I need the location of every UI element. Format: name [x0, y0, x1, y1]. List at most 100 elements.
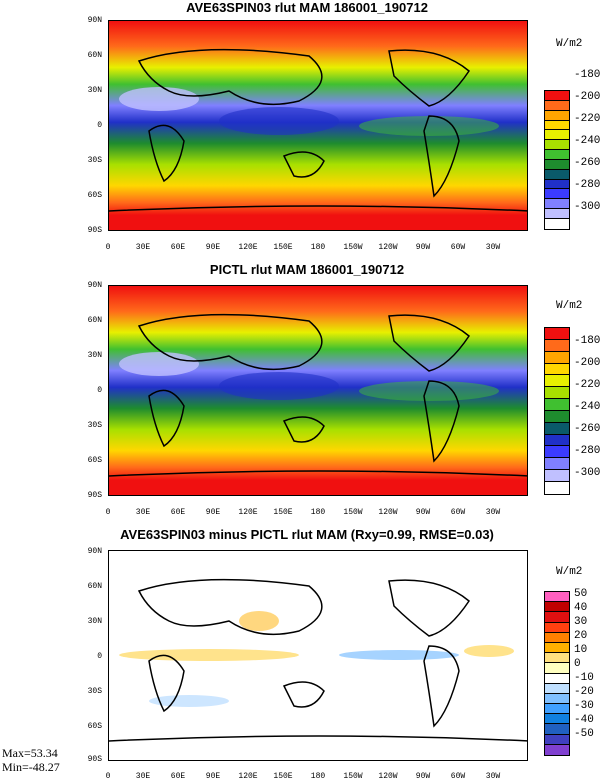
- colorbar-swatch: [545, 642, 569, 654]
- colorbar-swatch: [545, 724, 569, 735]
- lon-tick: 0: [105, 508, 111, 517]
- lon-tick: 90W: [415, 508, 431, 517]
- colorbar-swatch: [545, 399, 569, 411]
- panel-3-units: W/m2: [556, 566, 583, 578]
- lon-tick: 120W: [378, 772, 398, 781]
- lon-tick: 120W: [378, 508, 398, 517]
- panel-2-map: [108, 285, 528, 496]
- lon-tick: 150E: [273, 508, 293, 517]
- colorbar-swatch: [545, 159, 569, 170]
- panel-3-colorbar: [544, 591, 570, 756]
- colorbar-label: 10: [574, 644, 588, 656]
- lon-tick: 90W: [415, 243, 431, 252]
- colorbar-swatch: [545, 339, 569, 352]
- lat-tick: 60S: [87, 191, 102, 200]
- panel-3-map: [108, 550, 528, 761]
- colorbar-label: -180: [574, 69, 601, 81]
- lat-tick: 90N: [87, 16, 102, 25]
- colorbar-swatch: [545, 169, 569, 180]
- lon-tick: 30W: [485, 772, 501, 781]
- colorbar-swatch: [545, 714, 569, 725]
- panel-2-colorbar: [544, 327, 570, 495]
- colorbar-swatch: [545, 130, 569, 141]
- colorbar-swatch: [545, 744, 569, 755]
- lon-tick: 30E: [135, 772, 151, 781]
- colorbar-swatch: [545, 592, 569, 603]
- lon-tick: 60E: [170, 508, 186, 517]
- colorbar-label: -180: [574, 335, 601, 347]
- lon-tick: 120E: [238, 508, 258, 517]
- lon-tick: 90E: [205, 772, 221, 781]
- panel-1-colorbar: [544, 90, 570, 230]
- colorbar-label: -10: [574, 672, 594, 684]
- colorbar-swatch: [545, 363, 569, 376]
- lon-tick: 60E: [170, 772, 186, 781]
- lat-tick: 60N: [87, 582, 102, 591]
- colorbar-swatch: [545, 693, 569, 705]
- colorbar-swatch: [545, 683, 569, 694]
- colorbar-label: -300: [574, 467, 601, 479]
- lat-tick: 30S: [87, 687, 102, 696]
- colorbar-swatch: [545, 375, 569, 388]
- colorbar-swatch: [545, 150, 569, 160]
- colorbar-label: -240: [574, 135, 601, 147]
- panel-3-title: AVE63SPIN03 minus PICTL rlut MAM (Rxy=0.…: [120, 527, 494, 542]
- colorbar-label: 50: [574, 588, 588, 600]
- lat-tick: 30N: [87, 86, 102, 95]
- lat-tick: 90S: [87, 226, 102, 235]
- colorbar-swatch: [545, 481, 569, 494]
- lat-tick: 30N: [87, 351, 102, 360]
- lat-tick: 0: [97, 386, 102, 395]
- colorbar-swatch: [545, 100, 569, 111]
- colorbar-swatch: [545, 199, 569, 210]
- lon-tick: 180: [310, 243, 326, 252]
- lat-tick: 60N: [87, 51, 102, 60]
- colorbar-swatch: [545, 704, 569, 715]
- colorbar-label: -220: [574, 379, 601, 391]
- lat-tick: 90S: [87, 491, 102, 500]
- lat-tick: 60S: [87, 456, 102, 465]
- colorbar-label: -50: [574, 728, 594, 740]
- lon-tick: 30W: [485, 508, 501, 517]
- panel-1-map-field: [109, 21, 527, 230]
- colorbar-swatch: [545, 673, 569, 684]
- colorbar-swatch: [545, 470, 569, 482]
- lat-tick: 90N: [87, 547, 102, 556]
- colorbar-label: -200: [574, 91, 601, 103]
- colorbar-label: -240: [574, 401, 601, 413]
- colorbar-swatch: [545, 410, 569, 423]
- colorbar-label: -40: [574, 714, 594, 726]
- lon-tick: 120W: [378, 243, 398, 252]
- lon-tick: 150W: [343, 508, 363, 517]
- colorbar-swatch: [545, 218, 569, 229]
- lon-tick: 90W: [415, 772, 431, 781]
- lat-tick: 60N: [87, 316, 102, 325]
- lon-tick: 180: [310, 772, 326, 781]
- colorbar-label: -200: [574, 357, 601, 369]
- colorbar-swatch: [545, 622, 569, 633]
- lat-tick: 0: [97, 121, 102, 130]
- lat-tick: 90N: [87, 281, 102, 290]
- colorbar-swatch: [545, 140, 569, 151]
- lon-tick: 0: [105, 772, 111, 781]
- lat-tick: 60S: [87, 722, 102, 731]
- panel-3-map-field: [109, 551, 527, 760]
- colorbar-swatch: [545, 653, 569, 664]
- colorbar-swatch: [545, 110, 569, 121]
- lon-tick: 120E: [238, 772, 258, 781]
- max-value-label: Max=53.34: [2, 746, 58, 760]
- lat-tick: 30S: [87, 156, 102, 165]
- colorbar-swatch: [545, 422, 569, 435]
- lon-tick: 150W: [343, 772, 363, 781]
- lon-tick: 60W: [450, 243, 466, 252]
- lat-tick: 90S: [87, 755, 102, 764]
- colorbar-swatch: [545, 434, 569, 447]
- lon-tick: 30E: [135, 243, 151, 252]
- lat-tick: 0: [97, 652, 102, 661]
- colorbar-swatch: [545, 446, 569, 459]
- panel-1-map: [108, 20, 528, 231]
- lon-tick: 60E: [170, 243, 186, 252]
- lon-tick: 150E: [273, 243, 293, 252]
- colorbar-swatch: [545, 328, 569, 340]
- min-value-label: Min=-48.27: [2, 760, 60, 774]
